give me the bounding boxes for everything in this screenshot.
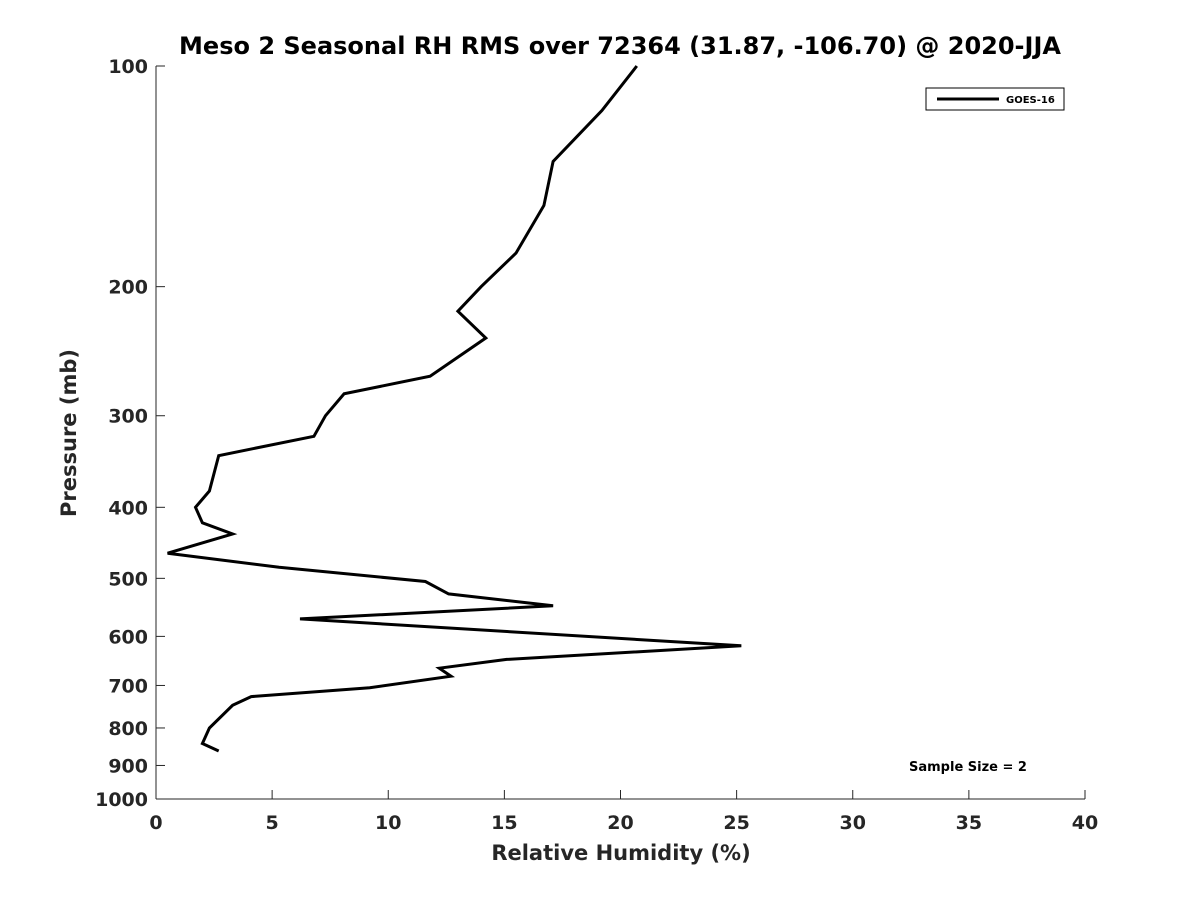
legend-label-goes-16: GOES-16 (1006, 95, 1055, 106)
x-tick-label: 10 (375, 812, 401, 834)
chart-title: Meso 2 Seasonal RH RMS over 72364 (31.87… (179, 32, 1061, 60)
y-tick-label: 500 (108, 568, 148, 590)
x-tick-label: 25 (723, 812, 749, 834)
sample-size-annotation: Sample Size = 2 (909, 760, 1027, 775)
x-tick-label: 15 (491, 812, 517, 834)
axes (155, 66, 1085, 800)
series-line-goes-16 (167, 65, 742, 753)
y-tick-label: 300 (108, 406, 148, 428)
x-tick-label: 40 (1072, 812, 1098, 834)
y-tick-label: 900 (108, 755, 148, 777)
x-tick-label: 20 (607, 812, 633, 834)
y-axis-label: Pressure (mb) (57, 349, 81, 517)
legend: GOES-16 (925, 87, 1065, 111)
x-tick-label: 0 (149, 812, 162, 834)
x-axis-ticks: 0 5 10 15 20 25 30 35 40 (149, 790, 1098, 834)
y-tick-label: 1000 (95, 789, 148, 811)
y-tick-label: 800 (108, 718, 148, 740)
x-tick-label: 35 (956, 812, 982, 834)
x-axis-label: Relative Humidity (%) (491, 841, 750, 865)
series-group (167, 65, 742, 753)
x-tick-label: 5 (266, 812, 279, 834)
y-tick-label: 600 (108, 626, 148, 648)
y-tick-label: 200 (108, 277, 148, 299)
y-tick-label: 700 (108, 675, 148, 697)
x-tick-label: 30 (840, 812, 866, 834)
y-axis-ticks: 100 200 300 400 500 600 700 800 900 1000 (95, 56, 165, 811)
y-tick-label: 100 (108, 56, 148, 78)
y-tick-label: 400 (108, 497, 148, 519)
